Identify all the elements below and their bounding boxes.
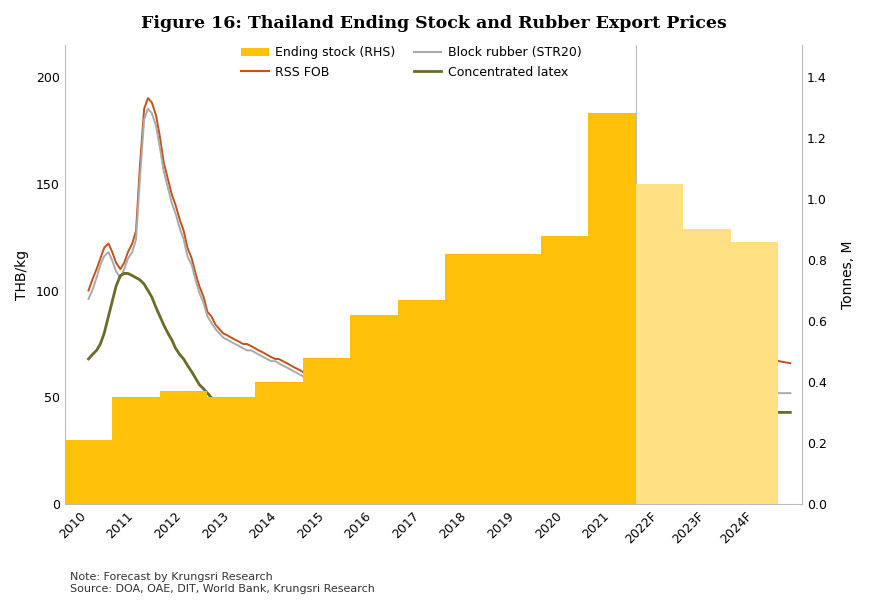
Bar — [64, 440, 112, 504]
Bar — [493, 254, 540, 504]
Text: Note: Forecast by Krungsri Research
Source: DOA, OAE, DIT, World Bank, Krungsri : Note: Forecast by Krungsri Research Sour… — [70, 572, 374, 594]
Bar — [445, 254, 493, 504]
Bar — [682, 230, 730, 504]
Bar — [255, 382, 302, 504]
Bar — [540, 236, 587, 504]
Bar — [112, 397, 160, 504]
Bar — [207, 397, 255, 504]
Bar — [397, 300, 445, 504]
Y-axis label: THB/kg: THB/kg — [15, 250, 29, 300]
Bar — [302, 358, 350, 504]
Legend: Ending stock (RHS), RSS FOB, Block rubber (STR20), Concentrated latex: Ending stock (RHS), RSS FOB, Block rubbe… — [241, 46, 580, 78]
Bar — [350, 315, 397, 504]
Bar — [635, 184, 682, 504]
Title: Figure 16: Thailand Ending Stock and Rubber Export Prices: Figure 16: Thailand Ending Stock and Rub… — [141, 15, 726, 32]
Bar — [730, 242, 778, 504]
Bar — [160, 391, 207, 504]
Bar — [587, 113, 635, 504]
Y-axis label: Tonnes, M: Tonnes, M — [840, 240, 854, 309]
